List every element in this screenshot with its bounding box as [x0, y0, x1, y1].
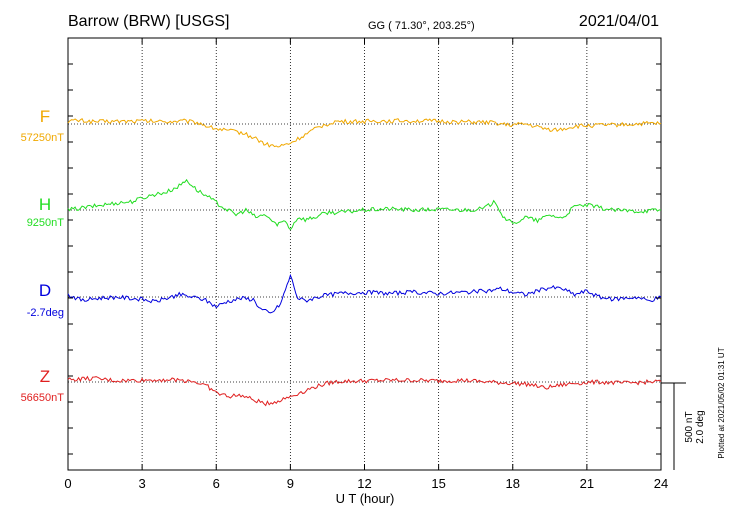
x-tick-label: 0: [64, 476, 71, 491]
series-label-z: Z: [40, 367, 50, 386]
station-title: Barrow (BRW) [USGS]: [68, 13, 230, 30]
baselines: [68, 123, 661, 383]
x-tick-label: 3: [139, 476, 146, 491]
series-baseline-d: -2.7deg: [27, 307, 64, 319]
x-tick-label: 6: [213, 476, 220, 491]
scale-bar: 500 nT 2.0 deg: [661, 382, 706, 470]
x-tick-label: 24: [654, 476, 668, 491]
series-baseline-z: 56650nT: [21, 392, 65, 404]
series-lines: [67, 117, 662, 407]
coordinates: GG ( 71.30°, 203.25°): [368, 20, 475, 32]
series-labels: F 57250nT H 9250nT D -2.7deg Z 56650nT: [21, 107, 65, 404]
series-line-z: [67, 375, 662, 407]
x-axis: 0 3 6 9 12 15 18 21 24: [64, 38, 668, 491]
grid: [141, 38, 588, 470]
x-tick-label: 18: [506, 476, 520, 491]
series-baseline-f: 57250nT: [21, 132, 65, 144]
plot-date: 2021/04/01: [579, 13, 659, 30]
x-tick-label: 9: [287, 476, 294, 491]
scale-label-deg: 2.0 deg: [695, 410, 706, 443]
series-label-f: F: [40, 107, 50, 126]
series-label-d: D: [39, 281, 51, 300]
x-axis-label: U T (hour): [336, 491, 395, 506]
x-tick-label: 12: [357, 476, 371, 491]
x-tick-label: 21: [580, 476, 594, 491]
x-tick-label: 15: [431, 476, 445, 491]
series-line-h: [67, 178, 662, 231]
scale-label-nt: 500 nT: [684, 411, 695, 442]
series-line-d: [67, 273, 662, 314]
series-line-f: [67, 117, 662, 148]
series-baseline-h: 9250nT: [27, 217, 65, 229]
series-label-h: H: [39, 195, 51, 214]
plotted-note: Plotted at 2021/05/02 01:31 UT: [717, 347, 726, 458]
